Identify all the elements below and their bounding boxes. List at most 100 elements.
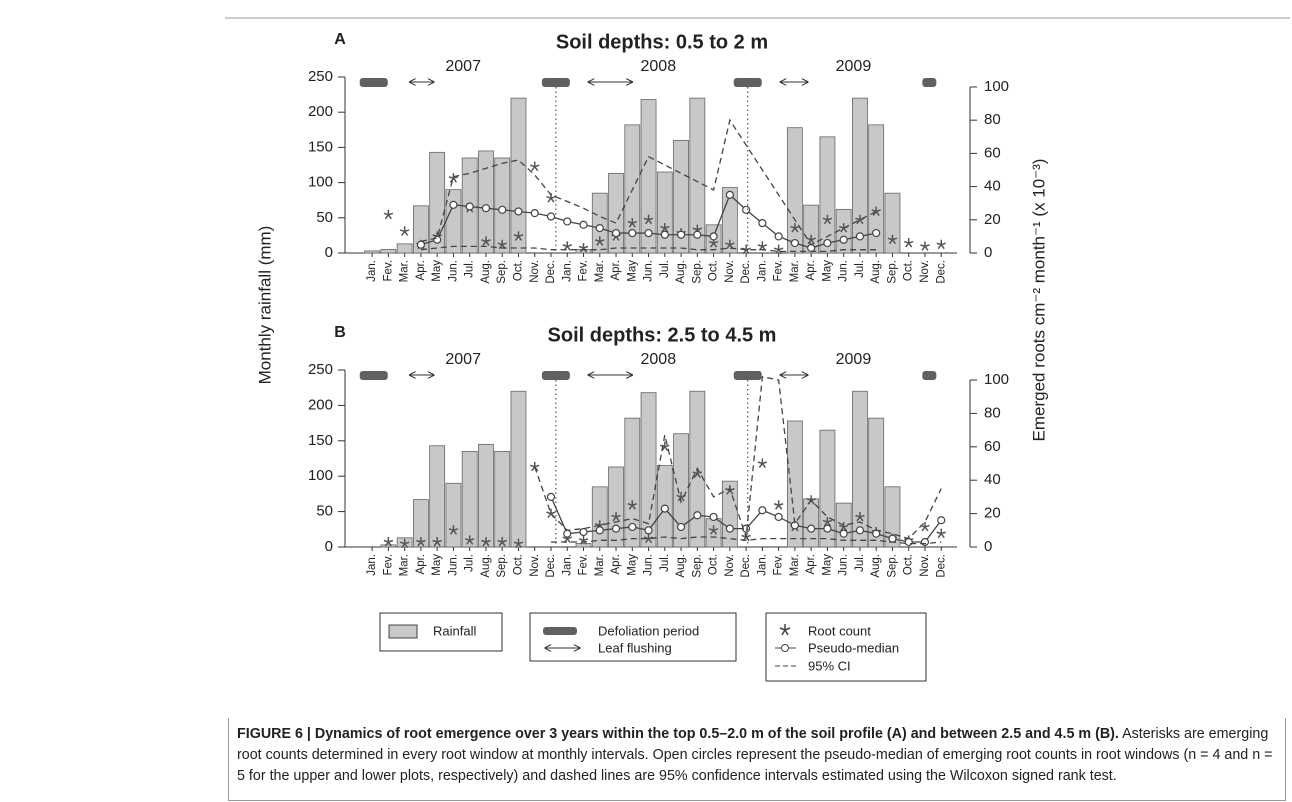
defoliation-bar xyxy=(733,78,762,87)
median-marker xyxy=(563,217,572,226)
y2-tick-label: 0 xyxy=(984,244,992,261)
x-tick-label: Nov. xyxy=(919,260,931,283)
median-marker xyxy=(823,238,832,248)
x-tick-label: Sep. xyxy=(496,260,508,284)
median-marker xyxy=(660,504,669,513)
x-tick-label: Dec. xyxy=(545,554,557,578)
legend-box xyxy=(765,612,927,682)
median-marker xyxy=(725,190,734,199)
median-marker xyxy=(481,204,491,213)
caption-label: FIGURE 6 | Dynamics of root emergence ov… xyxy=(237,726,1119,742)
x-tick-label: Dec. xyxy=(545,260,557,284)
root-count-marker xyxy=(757,241,768,251)
y-tick-label: 250 xyxy=(308,68,333,85)
median-marker xyxy=(546,212,556,221)
x-tick-label: Mar. xyxy=(594,554,606,576)
median-marker xyxy=(546,492,556,502)
x-tick-label: Oct. xyxy=(903,554,915,575)
x-tick-label: Aug. xyxy=(870,554,882,578)
y-axis-label: Monthly rainfall (mm) xyxy=(255,226,274,385)
year-label: 2007 xyxy=(445,58,481,75)
median-marker xyxy=(709,232,718,241)
median-marker xyxy=(855,526,865,535)
median-marker xyxy=(498,205,507,214)
x-tick-label: Apr. xyxy=(610,260,622,280)
legend-label: Defoliation period xyxy=(598,623,699,638)
bar xyxy=(673,139,689,254)
median-marker xyxy=(888,534,897,543)
root-count-marker xyxy=(627,218,638,228)
root-count-marker xyxy=(578,535,589,545)
bar xyxy=(461,451,478,548)
caption: FIGURE 6 | Dynamics of root emergence ov… xyxy=(228,718,1286,801)
year-label: 2008 xyxy=(641,58,677,75)
root-count-marker xyxy=(936,528,946,539)
x-tick-label: Sep. xyxy=(886,554,898,578)
root-count-marker xyxy=(643,214,654,225)
root-count-marker xyxy=(529,161,540,172)
defoliation-bar xyxy=(922,78,937,87)
x-tick-label: Aug. xyxy=(480,260,492,284)
median-marker xyxy=(676,230,686,239)
bar xyxy=(510,390,527,548)
median-marker xyxy=(628,522,637,532)
root-count-marker xyxy=(383,536,394,547)
root-count-marker xyxy=(497,239,507,250)
x-tick-label: Fev. xyxy=(773,554,785,576)
median-marker xyxy=(742,205,751,214)
median-marker xyxy=(920,537,930,547)
legend-swatch xyxy=(388,624,418,639)
y2-tick-label: 80 xyxy=(984,111,1001,128)
root-count-marker xyxy=(481,536,491,547)
bar xyxy=(591,192,608,254)
median-marker xyxy=(790,238,799,248)
y2-tick-label: 20 xyxy=(984,211,1001,228)
median-marker xyxy=(823,524,832,533)
x-tick-label: Jul. xyxy=(659,554,671,572)
x-tick-label: Jul. xyxy=(464,554,476,572)
x-tick-label: Mar. xyxy=(399,260,411,282)
x-tick-label: Oct. xyxy=(903,260,915,281)
chart-title: Soil depths: 2.5 to 4.5 m xyxy=(548,324,777,346)
y-tick-label: 0 xyxy=(325,244,333,261)
x-tick-label: Apr. xyxy=(415,260,427,280)
median-marker xyxy=(530,209,539,218)
root-count-marker xyxy=(399,538,410,549)
x-tick-label: Fev. xyxy=(773,260,785,282)
median-marker xyxy=(611,524,621,533)
x-tick-label: Nov. xyxy=(529,260,541,283)
median-marker xyxy=(449,200,458,209)
bar xyxy=(445,482,462,548)
bar xyxy=(575,543,592,548)
bar xyxy=(413,499,429,548)
x-tick-label: Fev. xyxy=(578,554,590,576)
median-marker xyxy=(660,230,669,239)
x-tick-label: Jun. xyxy=(838,260,850,282)
root-count-marker xyxy=(448,173,459,183)
root-count-marker xyxy=(660,223,670,233)
root-count-marker xyxy=(757,458,768,468)
median-marker xyxy=(579,527,588,537)
root-count-marker xyxy=(887,234,898,245)
y-tick-label: 100 xyxy=(308,174,333,191)
x-tick-label: Aug. xyxy=(675,554,687,578)
bar xyxy=(608,466,624,548)
x-tick-label: May xyxy=(626,260,638,282)
x-tick-label: Mar. xyxy=(789,260,801,282)
median-marker xyxy=(774,512,783,522)
bar xyxy=(478,443,494,548)
bar xyxy=(819,136,836,254)
root-count-marker xyxy=(790,223,800,233)
ci-line xyxy=(420,245,877,252)
x-tick-label: Jul. xyxy=(659,260,671,278)
median-marker xyxy=(872,228,881,238)
x-tick-label: Jun. xyxy=(447,260,459,282)
root-count-marker xyxy=(903,238,914,248)
root-count-marker xyxy=(497,536,507,547)
defoliation-bar xyxy=(359,371,388,380)
root-count-marker xyxy=(822,516,833,527)
y-tick-label: 50 xyxy=(316,209,333,226)
median-marker xyxy=(514,207,523,216)
root-count-marker xyxy=(773,244,784,255)
legend-label: Rainfall xyxy=(433,623,476,638)
